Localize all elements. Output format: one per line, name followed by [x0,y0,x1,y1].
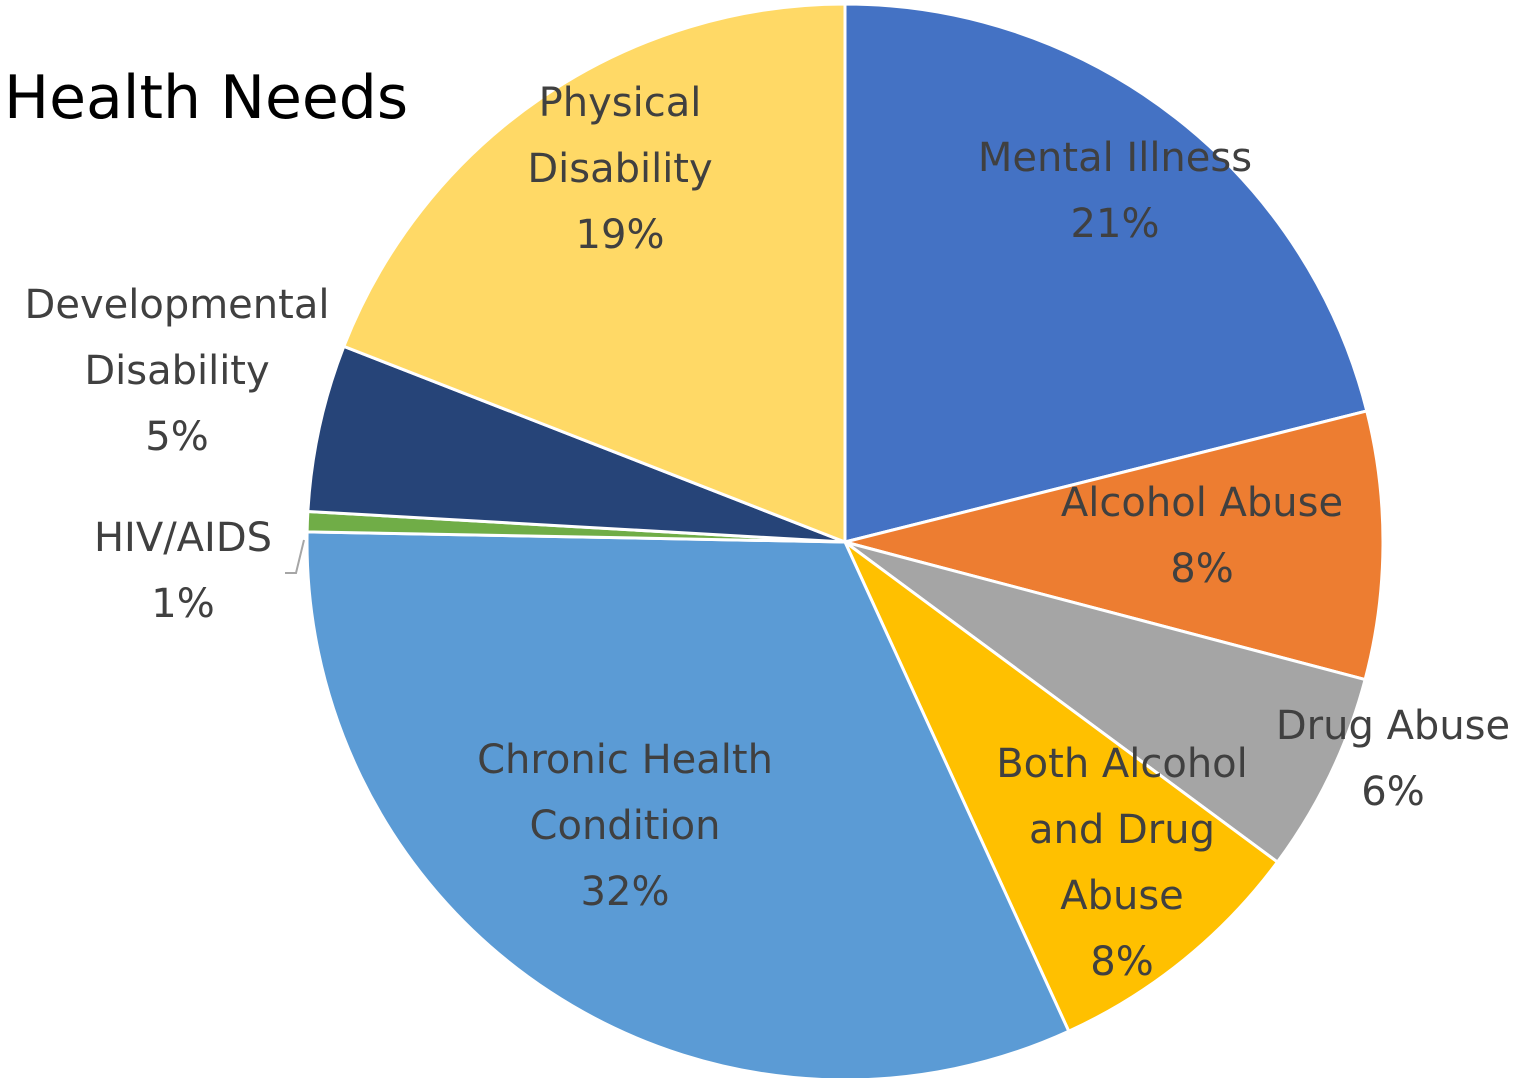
data-labels: Mental Illness 21% Alcohol Abuse 8% Drug Abu… [25,80,1511,985]
pie-slice-drug-abuse [843,540,1367,864]
leader-line-hiv-aids [285,539,305,574]
pie-slices [305,2,1385,1078]
pie-slice-chronic-health-condition [305,530,1071,1078]
pie-slice-both-alcohol-and-drug-abuse [843,540,1279,1033]
data-label-physical-disability: Physical Disability 19% [527,80,712,258]
data-label-mental-illness: Mental Illness 21% [978,135,1252,247]
chart-title: Health Needs [4,63,409,133]
data-label-hiv-aids: HIV/AIDS 1% [94,515,272,627]
leader-lines [285,539,305,574]
data-label-chronic-health-condition: Chronic Health Condition 32% [477,737,773,915]
data-label-both-alcohol-and-drug-abuse: Both Alcohol and Drug Abuse 8% [996,741,1248,985]
pie-slice-physical-disability [342,2,847,544]
pie-slice-mental-illness [843,2,1369,544]
pie-slice-developmental-disability [306,344,847,544]
data-label-developmental-disability: Developmental Disability 5% [25,282,330,460]
data-label-drug-abuse: Drug Abuse 6% [1276,703,1510,815]
data-label-alcohol-abuse: Alcohol Abuse 8% [1061,480,1343,592]
pie-slice-alcohol-abuse [843,409,1385,682]
